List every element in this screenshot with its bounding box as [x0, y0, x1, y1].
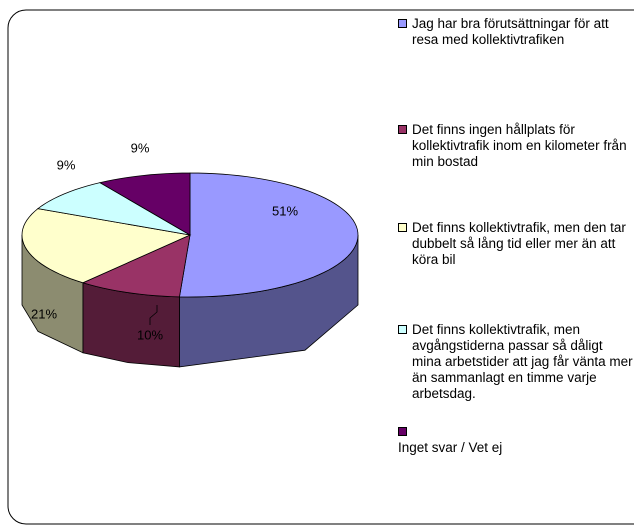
legend-swatch — [398, 125, 407, 134]
legend-label: Det finns ingen hållplats för kollektivt… — [412, 122, 627, 169]
legend-label: Inget svar / Vet ej — [398, 440, 503, 455]
legend-swatch — [398, 427, 407, 436]
data-label: 9% — [131, 140, 150, 155]
legend-item: Inget svar / Vet ej — [398, 424, 634, 456]
legend-label: Det finns kollektivtrafik, men den tar d… — [412, 220, 626, 267]
leader-line — [149, 305, 158, 325]
chart-border — [7, 9, 634, 525]
legend-label: Det finns kollektivtrafik, men avgångsti… — [412, 322, 633, 401]
legend-swatch — [398, 223, 407, 232]
legend-label: Jag har bra förutsättningar för att resa… — [412, 16, 609, 47]
data-label: 10% — [137, 327, 163, 342]
slice — [178, 172, 359, 298]
legend-item: Det finns kollektivtrafik, men avgångsti… — [398, 322, 634, 402]
legend-swatch — [398, 19, 407, 28]
data-label: 51% — [272, 203, 298, 218]
slice — [81, 234, 191, 298]
legend-item: Det finns kollektivtrafik, men den tar d… — [398, 220, 634, 268]
slice — [36, 182, 191, 236]
data-label: 9% — [57, 157, 76, 172]
slice — [21, 208, 192, 284]
slice — [98, 172, 191, 236]
data-label: 21% — [31, 306, 57, 321]
legend-swatch — [398, 325, 407, 334]
legend-item: Jag har bra förutsättningar för att resa… — [398, 16, 634, 48]
legend-item: Det finns ingen hållplats för kollektivt… — [398, 122, 634, 170]
